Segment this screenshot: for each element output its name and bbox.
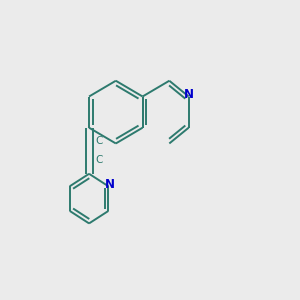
Text: C: C — [95, 136, 102, 146]
Text: N: N — [105, 178, 115, 191]
Text: C: C — [95, 155, 102, 165]
Text: N: N — [184, 88, 194, 100]
